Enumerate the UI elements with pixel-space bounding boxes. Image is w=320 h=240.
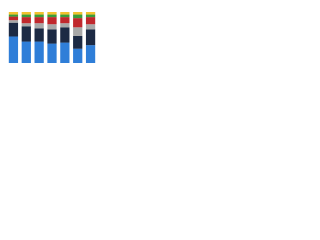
bar-segment <box>73 35 83 49</box>
bar-segment <box>21 14 31 18</box>
chart <box>8 12 96 63</box>
bar-segment <box>21 23 31 27</box>
bar-segment <box>8 20 19 23</box>
bar-segment <box>60 17 70 24</box>
bar-segment <box>60 27 70 43</box>
bar-segment <box>34 17 44 24</box>
bar-segment <box>34 23 44 29</box>
bar-segment <box>73 12 83 15</box>
bar-segment <box>73 48 83 63</box>
bar-segment <box>8 12 19 15</box>
bar-segment <box>8 36 19 63</box>
bar-segment <box>34 41 44 63</box>
bar-segment <box>60 42 70 63</box>
bar-segment <box>34 28 44 42</box>
bar-segment <box>47 12 57 15</box>
bar-segment <box>85 14 96 18</box>
page: (() => { const data = JSON.parse(documen… <box>0 0 320 71</box>
bar-segment <box>60 23 70 28</box>
bar-segment <box>73 18 83 28</box>
bar-segment <box>47 43 57 63</box>
bar-segment <box>85 17 96 25</box>
bar-segment <box>47 17 57 25</box>
bar-segment <box>60 14 70 18</box>
bar-segment <box>8 22 19 37</box>
bar-segment <box>47 24 57 30</box>
bar-segment <box>21 26 31 42</box>
bar-segment <box>34 14 44 18</box>
bar-segment <box>21 17 31 24</box>
bar-segment <box>47 29 57 44</box>
bar-segment <box>85 29 96 46</box>
bar-segment <box>34 12 44 15</box>
bar-segment <box>21 41 31 63</box>
bar-segment <box>73 14 83 19</box>
bar-segment <box>85 12 96 15</box>
bar-segment <box>85 45 96 63</box>
bar-segment <box>73 27 83 36</box>
bar-segment <box>85 24 96 30</box>
bar-segment <box>60 12 70 15</box>
bar-segment <box>47 14 57 18</box>
bar-segment <box>8 16 19 21</box>
bar-segment <box>21 12 31 15</box>
bar-segment <box>8 14 19 17</box>
